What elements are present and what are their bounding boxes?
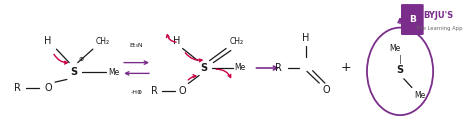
Text: S: S (201, 63, 208, 73)
Text: O: O (322, 85, 329, 95)
Text: The Learning App: The Learning App (416, 27, 462, 31)
Text: Me: Me (108, 68, 119, 77)
Text: R: R (275, 63, 282, 73)
Text: R: R (151, 86, 158, 96)
Text: O: O (179, 86, 186, 96)
Text: CH₂: CH₂ (95, 37, 109, 46)
Text: S: S (396, 65, 404, 75)
Text: H: H (302, 33, 309, 43)
Text: Me: Me (390, 44, 401, 53)
Text: Me: Me (414, 91, 426, 100)
Text: R: R (14, 83, 21, 93)
Text: H: H (44, 36, 52, 46)
Text: O: O (44, 83, 52, 93)
Text: CH₂: CH₂ (230, 37, 244, 46)
FancyBboxPatch shape (401, 4, 424, 35)
Text: Et₃N: Et₃N (130, 43, 143, 48)
Text: ⊕: ⊕ (78, 57, 84, 62)
Text: |: | (399, 55, 401, 64)
Text: B: B (409, 15, 416, 24)
Text: +: + (340, 61, 351, 75)
Text: BYJU'S: BYJU'S (424, 11, 454, 20)
Text: -H⊕: -H⊕ (130, 90, 143, 95)
Text: H: H (173, 36, 180, 46)
Text: Me: Me (235, 64, 246, 72)
Text: S: S (70, 67, 78, 77)
